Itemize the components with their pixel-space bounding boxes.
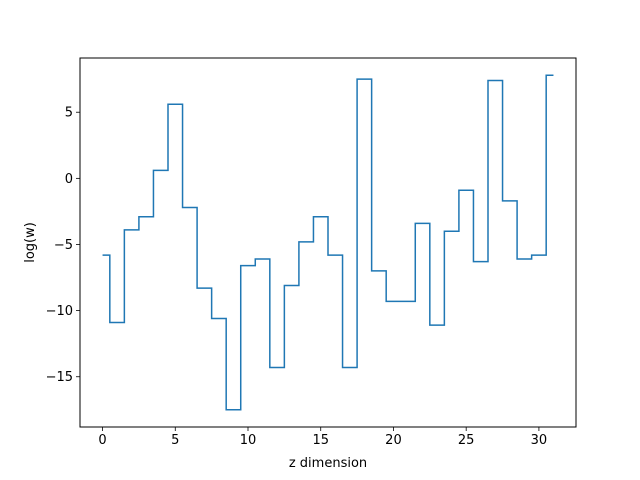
x-tick-label: 15 — [312, 433, 329, 448]
y-tick-label: −10 — [46, 304, 73, 319]
ticks-layer: 0 5 10 15 20 25 30 5 0 −5 −10 −15 — [46, 106, 548, 448]
y-tick-label: 0 — [65, 172, 73, 187]
x-tick-label: 25 — [458, 433, 475, 448]
y-tick-label: −15 — [46, 370, 73, 385]
x-tick-label: 10 — [240, 433, 257, 448]
y-axis-label: log(w) — [23, 222, 38, 263]
x-tick-label: 5 — [171, 433, 179, 448]
x-tick-label: 30 — [531, 433, 548, 448]
y-tick-label: 5 — [65, 106, 73, 121]
x-tick-label: 0 — [98, 433, 106, 448]
x-tick-label: 20 — [385, 433, 402, 448]
y-tick-label: −5 — [54, 238, 73, 253]
plot-frame — [79, 57, 577, 428]
series-step-line — [102, 74, 554, 411]
x-axis-label: z dimension — [289, 456, 367, 471]
